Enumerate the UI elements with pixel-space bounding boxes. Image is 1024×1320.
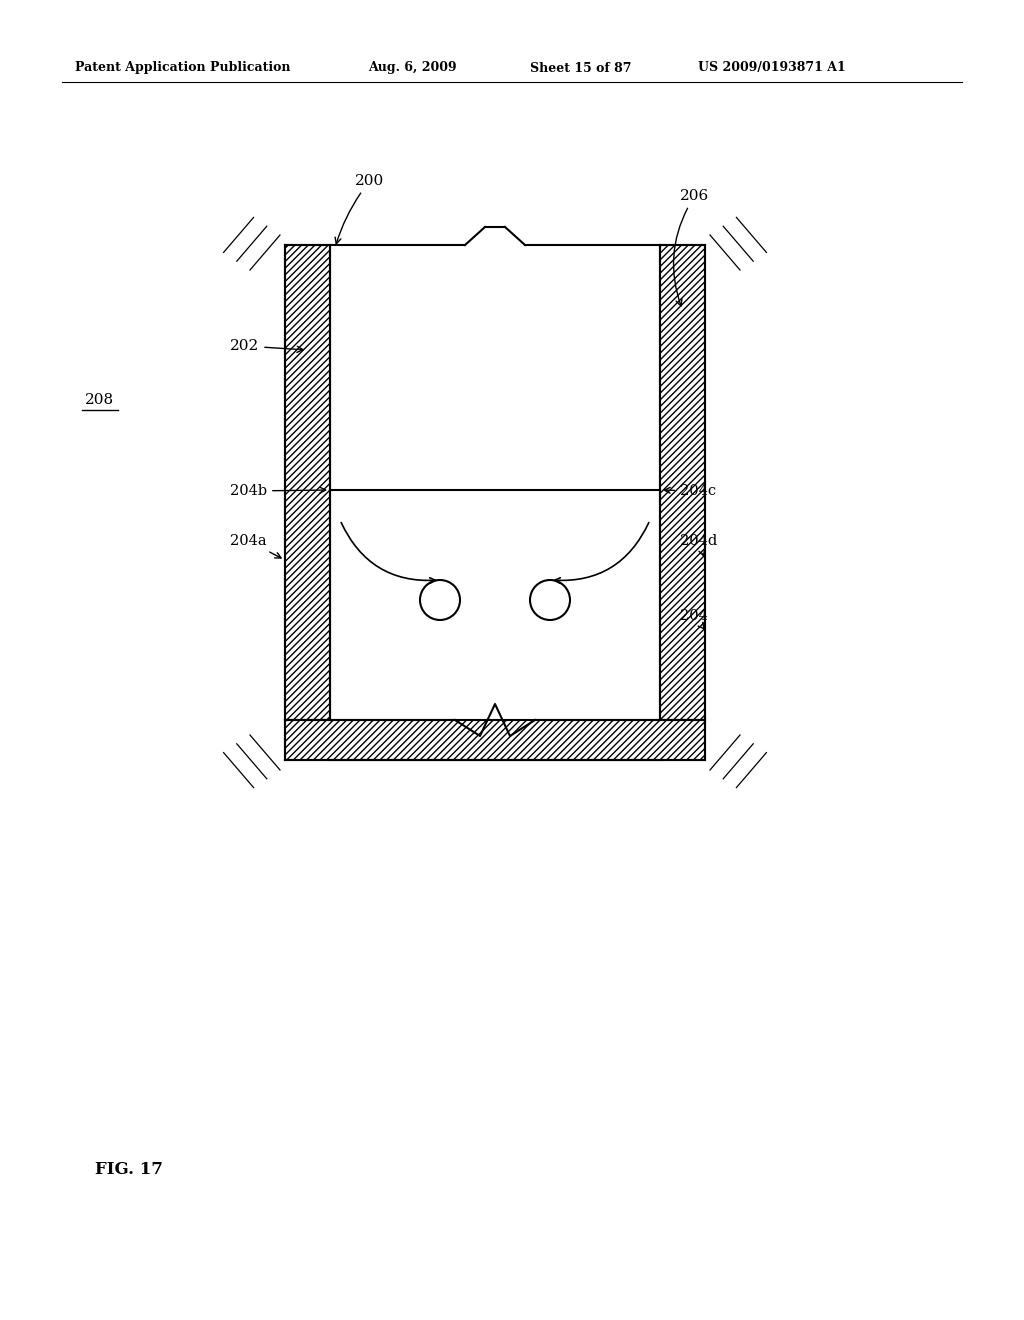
Text: 208: 208 <box>85 393 115 407</box>
Text: Aug. 6, 2009: Aug. 6, 2009 <box>368 62 457 74</box>
Bar <box>660 246 705 719</box>
Text: 204c: 204c <box>665 484 716 498</box>
Text: 204b: 204b <box>230 484 326 498</box>
Bar <box>285 246 330 719</box>
Text: 204a: 204a <box>230 535 282 558</box>
Text: 206: 206 <box>674 189 710 306</box>
Text: 200: 200 <box>335 174 384 244</box>
Text: 202: 202 <box>230 339 303 352</box>
Text: Patent Application Publication: Patent Application Publication <box>75 62 291 74</box>
Text: US 2009/0193871 A1: US 2009/0193871 A1 <box>698 62 846 74</box>
Text: FIG. 17: FIG. 17 <box>95 1162 163 1179</box>
Text: Sheet 15 of 87: Sheet 15 of 87 <box>530 62 632 74</box>
Text: 204d: 204d <box>680 535 717 556</box>
Bar <box>285 719 705 760</box>
Text: 204: 204 <box>680 609 708 628</box>
